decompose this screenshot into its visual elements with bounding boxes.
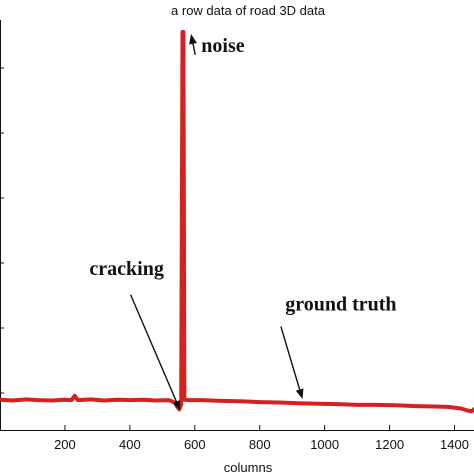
x-tick-label: 800 xyxy=(249,437,271,452)
x-tick-label: 1000 xyxy=(310,437,339,452)
annotation-arrow xyxy=(129,294,181,411)
annotation-label: noise xyxy=(201,35,244,57)
x-tick-label: 400 xyxy=(119,437,141,452)
annotation-arrow xyxy=(280,326,304,400)
x-axis-label: columns xyxy=(224,460,273,474)
chart-title: a row data of road 3D data xyxy=(171,3,326,18)
series-line xyxy=(0,30,474,414)
x-tick-label: 600 xyxy=(184,437,206,452)
plot-area: 200 400 600 800 1000 1200 1400 noise cracking gro… xyxy=(0,20,474,452)
x-tick-label: 1200 xyxy=(375,437,404,452)
annotation-arrow xyxy=(189,34,197,56)
annotation-label: ground truth xyxy=(285,294,396,316)
x-tick-label: 1400 xyxy=(440,437,469,452)
annotation-label: cracking xyxy=(89,258,163,280)
x-tick-label: 200 xyxy=(54,437,76,452)
